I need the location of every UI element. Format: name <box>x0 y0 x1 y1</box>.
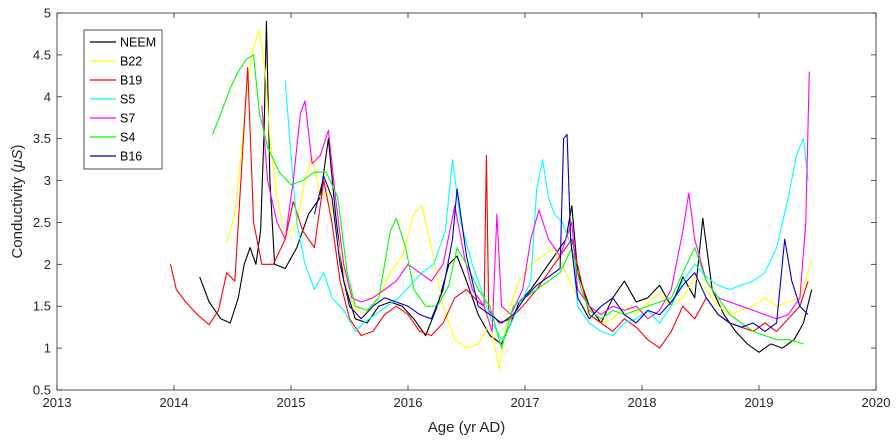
x-tick-label: 2014 <box>160 395 189 410</box>
series-line-s5 <box>284 79 809 341</box>
series-line-b16 <box>313 133 809 332</box>
y-tick-label: 4 <box>44 89 51 104</box>
legend-label-b19: B19 <box>120 74 142 88</box>
x-tick-label: 2015 <box>277 395 306 410</box>
y-axis-label-main: Conductivity ( <box>9 168 26 259</box>
series-line-b22 <box>226 29 813 370</box>
x-tick-label: 2018 <box>628 395 657 410</box>
y-axis-label-close: ) <box>9 144 26 149</box>
series-line-s4 <box>212 54 804 349</box>
x-tick-label: 2016 <box>394 395 423 410</box>
y-tick-label: 2 <box>44 257 51 272</box>
x-tick-label: 2019 <box>745 395 774 410</box>
y-tick-label: 2.5 <box>33 215 51 230</box>
plot-frame <box>56 12 877 391</box>
y-tick-label: 0.5 <box>33 383 51 398</box>
x-tick-label: 2013 <box>43 395 72 410</box>
series-line-b19 <box>169 66 809 349</box>
y-tick-label: 1.5 <box>33 299 51 314</box>
x-axis-label: Age (yr AD) <box>428 419 506 436</box>
legend-label-neem: NEEM <box>120 36 156 50</box>
y-tick-label: 3.5 <box>33 131 51 146</box>
y-tick-label: 3 <box>44 173 51 188</box>
series-layer <box>169 20 813 370</box>
y-axis-label: Conductivity (μS) <box>9 144 26 258</box>
legend-label-s7: S7 <box>120 112 135 126</box>
legend-label-b22: B22 <box>120 55 142 69</box>
legend-label-b16: B16 <box>120 150 142 164</box>
series-line-neem <box>199 20 813 353</box>
y-axis-label-unit: μS <box>9 149 26 168</box>
y-tick-label: 4.5 <box>33 47 51 62</box>
legend: NEEM B22 B19 S5 S7 S4 B16 <box>83 29 163 170</box>
tick-layer: 2013 2014 2015 2016 2017 2018 2019 2020 0.5 1 1.5 2… <box>33 6 891 411</box>
legend-label-s5: S5 <box>120 93 135 107</box>
x-tick-label: 2017 <box>511 395 540 410</box>
y-tick-label: 1 <box>44 341 51 356</box>
x-tick-label: 2020 <box>862 395 891 410</box>
plot-area <box>57 13 876 390</box>
y-tick-label: 5 <box>44 6 51 21</box>
legend-label-s4: S4 <box>120 131 135 145</box>
